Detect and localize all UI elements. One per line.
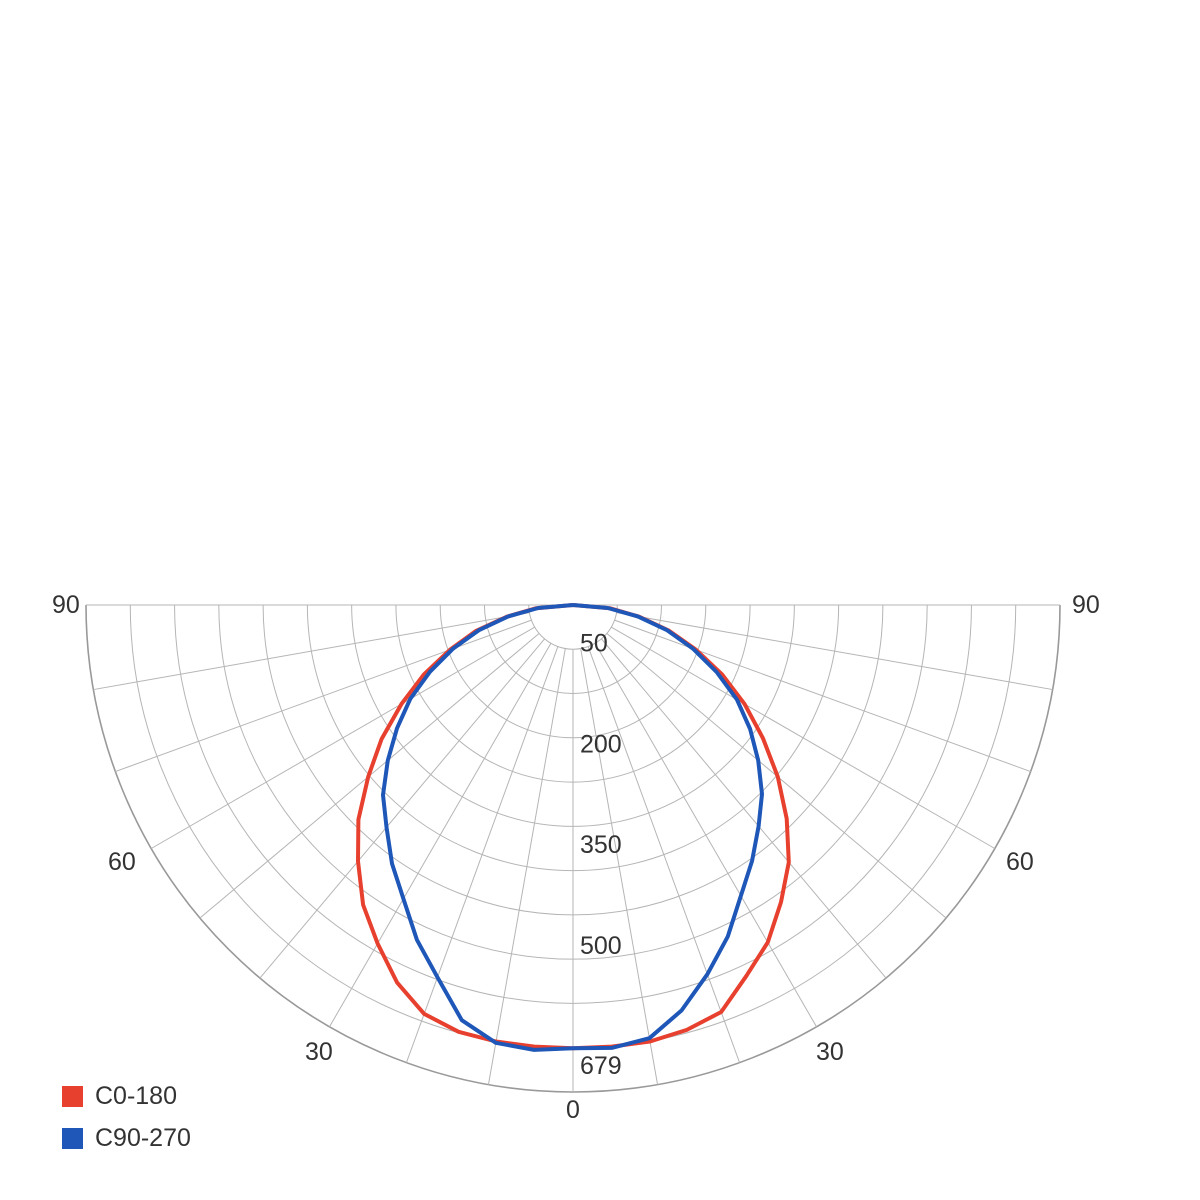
angle-label-left-90: 90 [52,591,80,619]
radial-tick-label: 500 [580,932,622,960]
grid-spoke [115,619,532,773]
radial-tick-label: 200 [580,730,622,758]
grid-spoke [614,619,1031,773]
grid-spoke [580,648,659,1085]
grid-spoke [611,626,996,849]
radial-tick-label: 679 [580,1052,622,1080]
legend-label: C0-180 [95,1081,177,1110]
legend-item-c90-270: C90-270 [62,1117,191,1159]
angle-label-left-60: 60 [108,848,136,876]
grid-spoke [587,646,741,1063]
grid-spoke [329,643,552,1028]
legend-label: C90-270 [95,1123,191,1152]
intensity-curves [356,603,791,1052]
radial-tick-labels: 50 200 350 500 679 [580,630,622,1080]
polar-grid [85,604,1061,1093]
legend: C0-180 C90-270 [62,1075,191,1159]
legend-item-c0-180: C0-180 [62,1075,191,1117]
legend-swatch-red [62,1085,83,1107]
angle-label-right-90: 90 [1072,591,1100,619]
angle-label-left-30: 30 [305,1038,333,1066]
axis-labels: 90 90 60 60 30 30 0 [52,591,1100,1124]
grid-spoke [93,612,530,691]
angle-label-bottom-0: 0 [566,1096,580,1124]
angle-label-right-60: 60 [1006,848,1034,876]
grid-spoke [259,638,545,979]
legend-swatch-blue [62,1127,83,1149]
series-curve-c90-270 [381,603,764,1052]
grid-spoke [601,638,887,979]
grid-spoke [616,612,1053,691]
angle-label-right-30: 30 [816,1038,844,1066]
grid-spoke [150,626,535,849]
grid-spoke [487,648,566,1085]
radial-tick-label: 350 [580,831,622,859]
grid-spoke [405,646,559,1063]
grid-spoke [594,643,817,1028]
radial-tick-label: 50 [580,630,608,658]
